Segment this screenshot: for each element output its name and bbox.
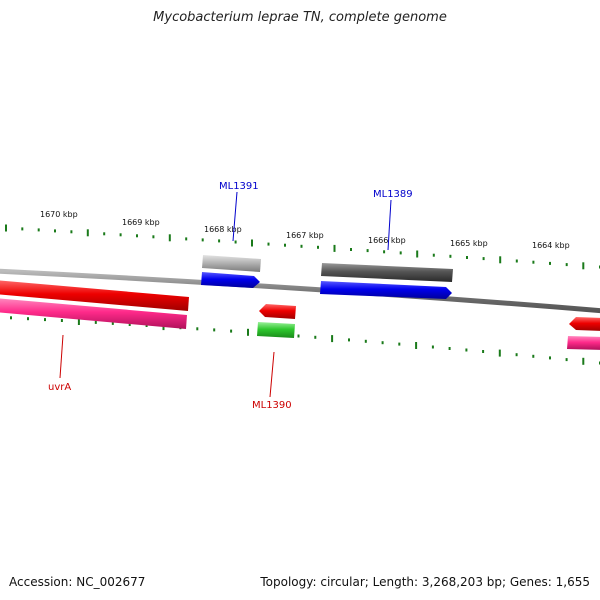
inner-tick bbox=[247, 328, 249, 336]
genome-backbone bbox=[0, 268, 600, 314]
accession-label: Accession: NC_002677 bbox=[9, 575, 146, 589]
gene-label-ml1390[interactable]: ML1390 bbox=[252, 400, 292, 411]
outer-tick bbox=[234, 240, 237, 244]
gene-right-gene[interactable] bbox=[567, 336, 600, 350]
outer-tick bbox=[416, 250, 419, 258]
gene-ml1390-rna[interactable] bbox=[257, 322, 295, 338]
outer-tick bbox=[383, 250, 386, 254]
leader-ml1389 bbox=[387, 199, 392, 251]
tick-label-1664: 1664 kbp bbox=[532, 241, 570, 250]
gene-ml1390-cds[interactable] bbox=[259, 304, 296, 319]
inner-tick bbox=[381, 341, 384, 345]
tick-label-1670: 1670 kbp bbox=[40, 210, 78, 219]
inner-tick bbox=[111, 321, 114, 325]
tick-label-1665: 1665 kbp bbox=[450, 239, 488, 248]
leader-ml1390 bbox=[269, 351, 275, 398]
outer-tick bbox=[333, 244, 336, 252]
inner-tick bbox=[431, 345, 434, 349]
inner-tick bbox=[60, 319, 63, 322]
inner-tick bbox=[44, 318, 46, 322]
outer-tick bbox=[284, 243, 286, 247]
outer-tick bbox=[185, 237, 188, 241]
tick-label-1669: 1669 kbp bbox=[122, 218, 160, 227]
outer-tick bbox=[119, 233, 122, 237]
inner-tick bbox=[498, 349, 501, 357]
map-title: Mycobacterium leprae TN, complete genome bbox=[153, 10, 447, 25]
inner-tick bbox=[415, 342, 418, 349]
gene-right-cds[interactable] bbox=[569, 317, 600, 331]
gene-ml1389-gene[interactable] bbox=[321, 263, 453, 282]
inner-tick bbox=[565, 358, 568, 362]
outer-tick bbox=[168, 234, 171, 242]
gene-label-ml1391[interactable]: ML1391 bbox=[219, 181, 259, 192]
inner-tick bbox=[128, 323, 131, 326]
outer-tick bbox=[565, 263, 568, 267]
inner-tick bbox=[94, 320, 97, 324]
inner-tick bbox=[145, 324, 148, 327]
inner-tick bbox=[77, 318, 80, 325]
outer-tick bbox=[70, 230, 73, 234]
inner-tick bbox=[331, 335, 334, 343]
leader-ml1391 bbox=[232, 191, 238, 242]
outer-tick bbox=[482, 257, 485, 261]
outer-tick bbox=[37, 228, 40, 232]
outer-tick bbox=[251, 239, 253, 247]
inner-tick bbox=[213, 328, 216, 332]
outer-tick bbox=[350, 248, 352, 251]
outer-tick bbox=[267, 242, 270, 246]
inner-tick bbox=[582, 357, 585, 365]
topology-label: Topology: circular; Length: 3,268,203 bp… bbox=[260, 575, 590, 589]
outer-tick bbox=[86, 229, 89, 237]
gene-ml1391-gene[interactable] bbox=[202, 255, 261, 272]
inner-tick bbox=[465, 348, 468, 352]
outer-tick bbox=[5, 224, 7, 232]
inner-tick bbox=[515, 353, 518, 357]
outer-tick bbox=[549, 261, 551, 265]
outer-tick bbox=[103, 232, 106, 236]
inner-tick bbox=[448, 347, 451, 350]
outer-tick bbox=[399, 251, 402, 255]
inner-tick bbox=[10, 316, 12, 320]
inner-tick bbox=[297, 334, 300, 338]
outer-tick bbox=[201, 238, 204, 242]
tick-label-1666: 1666 kbp bbox=[368, 236, 406, 245]
outer-tick bbox=[582, 262, 585, 270]
tick-label-1667: 1667 kbp bbox=[286, 231, 324, 240]
inner-tick bbox=[196, 327, 199, 331]
inner-tick bbox=[549, 356, 551, 360]
inner-tick bbox=[482, 350, 485, 353]
outer-tick bbox=[152, 235, 155, 239]
inner-tick bbox=[314, 335, 317, 339]
outer-tick bbox=[499, 256, 502, 264]
inner-tick-track bbox=[10, 316, 600, 365]
gene-uvra-gene[interactable] bbox=[0, 298, 187, 329]
tick-label-1668: 1668 kbp bbox=[204, 225, 242, 234]
inner-tick bbox=[398, 342, 401, 346]
outer-tick bbox=[366, 249, 369, 253]
outer-tick bbox=[432, 253, 435, 257]
outer-tick bbox=[21, 227, 24, 231]
outer-tick bbox=[466, 256, 468, 259]
outer-tick bbox=[136, 234, 138, 238]
outer-tick bbox=[317, 245, 319, 249]
inner-tick bbox=[230, 329, 233, 333]
inner-tick bbox=[27, 317, 29, 321]
outer-tick bbox=[515, 259, 518, 263]
inner-tick bbox=[532, 354, 535, 358]
gene-uvra-cds[interactable] bbox=[0, 280, 189, 311]
gene-label-uvra[interactable]: uvrA bbox=[48, 382, 71, 393]
outer-tick bbox=[300, 244, 303, 248]
inner-tick bbox=[364, 339, 367, 343]
gene-label-ml1389[interactable]: ML1389 bbox=[373, 189, 413, 200]
inner-tick bbox=[348, 338, 350, 342]
outer-tick bbox=[449, 254, 452, 258]
gene-ml1389-cds[interactable] bbox=[320, 281, 452, 299]
gene-ml1391-cds[interactable] bbox=[201, 272, 260, 288]
outer-tick bbox=[218, 239, 221, 243]
outer-tick bbox=[54, 229, 56, 233]
outer-tick bbox=[532, 260, 535, 264]
leader-uvra bbox=[59, 334, 64, 379]
